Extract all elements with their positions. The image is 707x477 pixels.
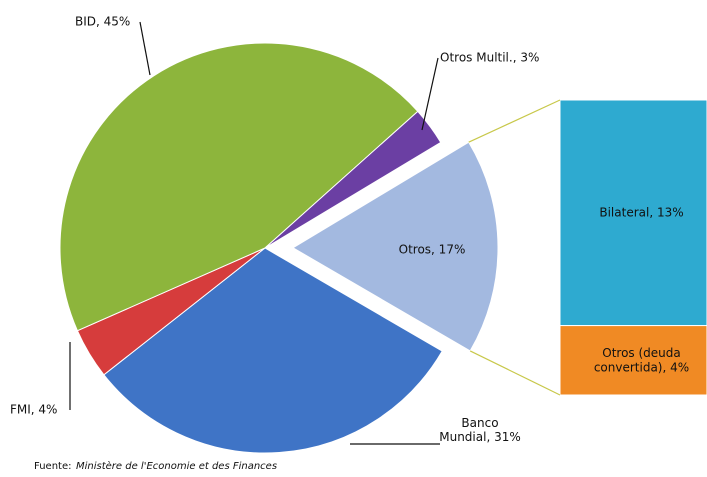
bar-label: Otros (deuda convertida), 4% [594,346,689,374]
slice-label: FMI, 4% [10,403,57,417]
pie-slice [103,247,443,454]
slice-label: Otros Multil., 3% [440,51,539,65]
bar-segment [559,325,707,396]
pie-slice [292,141,499,352]
connector [468,99,561,143]
bar-segment [559,99,707,327]
source-text: Ministère de l'Economie et des Finances [76,460,277,472]
bar-label: Bilateral, 13% [599,205,683,219]
slice-label: BID, 45% [75,15,130,29]
source-prefix: Fuente: [34,461,71,472]
pie-slice [264,110,442,249]
connector [469,350,561,396]
leader-line [421,57,439,131]
slice-label: Otros, 17% [399,243,466,257]
pie-slice [59,42,419,332]
leader-line [139,21,151,76]
slice-label: Banco Mundial, 31% [439,415,521,443]
